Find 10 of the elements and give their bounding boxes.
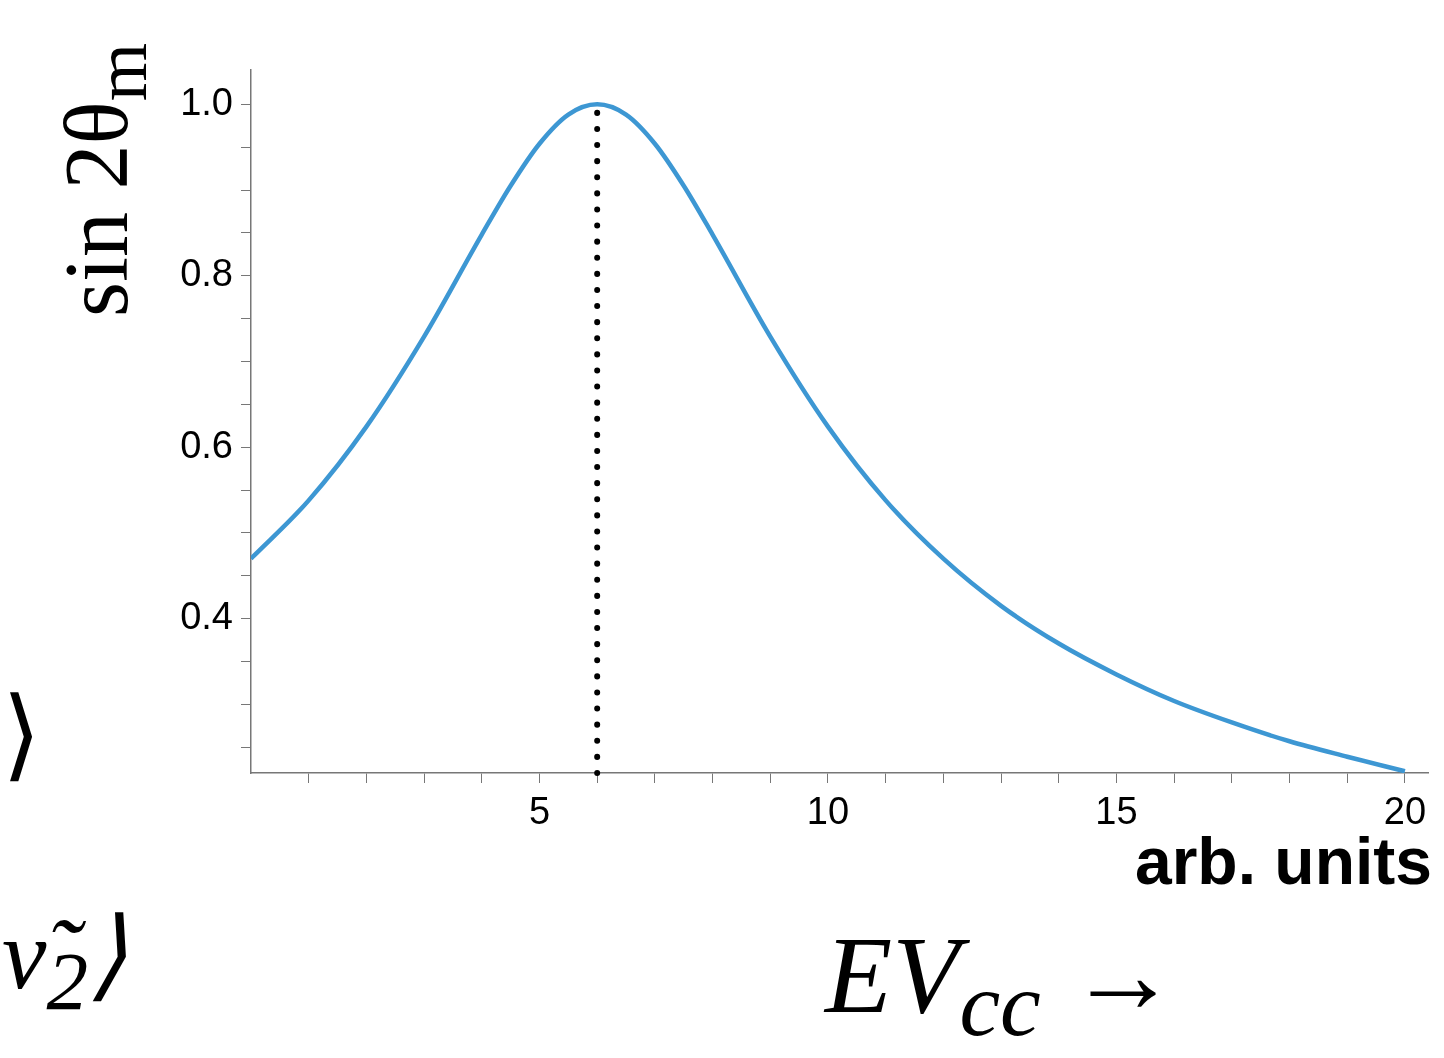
text: EV$_{cc}$ → bbox=[825, 914, 1179, 1055]
y-tick-label: 0.8 bbox=[180, 252, 233, 295]
line-series bbox=[251, 102, 1408, 773]
y-tick-label: 1.0 bbox=[180, 80, 233, 123]
y-tick-label: 0.4 bbox=[180, 595, 233, 638]
y-tick-label: 0.6 bbox=[180, 423, 233, 466]
text: ν̃$_{2}$⟩ bbox=[2, 899, 128, 1028]
x-tick-label: 5 bbox=[528, 790, 551, 833]
text: ⟩ bbox=[2, 679, 41, 790]
x-tick-label: 10 bbox=[806, 790, 850, 833]
